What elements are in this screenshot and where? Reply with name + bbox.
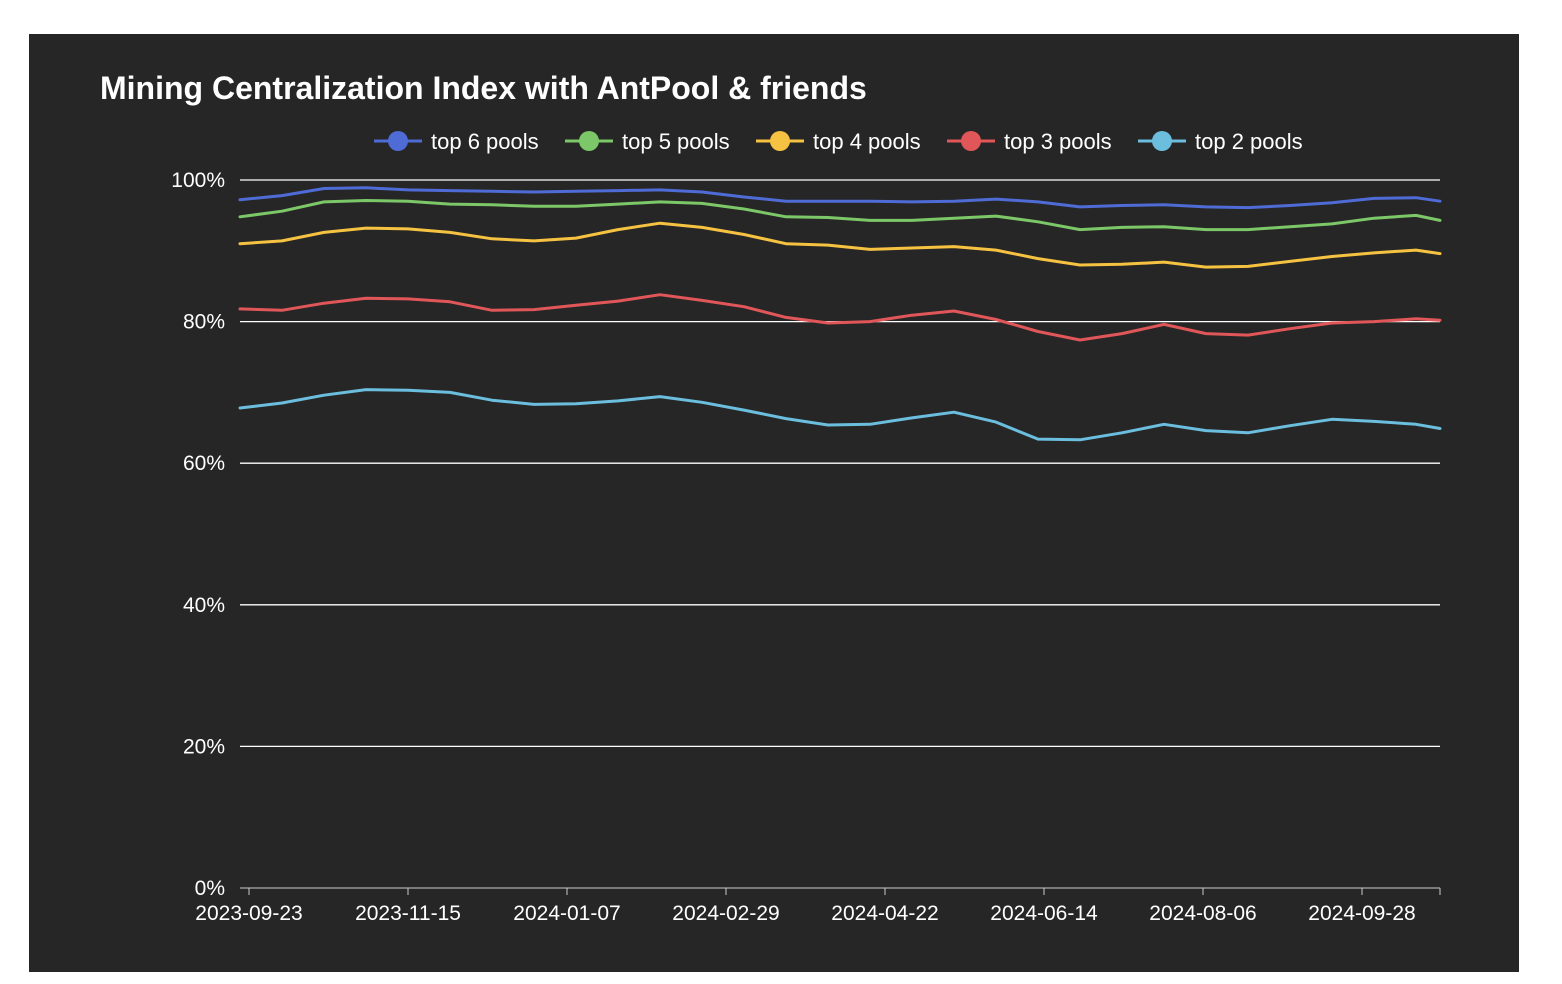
x-tick-label: 2024-08-06 [1149, 902, 1256, 925]
series-line-5 [238, 388, 1442, 442]
legend-item[interactable]: top 6 pools [374, 129, 539, 154]
series-line-3 [238, 221, 1442, 269]
chart-panel: Mining Centralization Index with AntPool… [29, 34, 1519, 972]
legend-marker [961, 131, 981, 151]
y-tick-label: 60% [183, 452, 225, 475]
x-tick-label: 2024-01-07 [513, 902, 620, 925]
y-tick-label: 80% [183, 311, 225, 334]
legend-item[interactable]: top 5 pools [565, 129, 730, 154]
y-tick-label: 40% [183, 594, 225, 617]
series-line-4 [238, 293, 1442, 342]
x-tick-label: 2023-09-23 [195, 902, 302, 925]
series-line-2 [238, 199, 1442, 232]
legend-label: top 6 pools [431, 129, 539, 154]
legend-item[interactable]: top 2 pools [1138, 129, 1303, 154]
series-lines [238, 186, 1442, 442]
legend-marker [1152, 131, 1172, 151]
legend-marker [579, 131, 599, 151]
series-line-1 [238, 186, 1442, 210]
y-tick-label: 100% [171, 169, 225, 192]
x-axis: 2023-09-23 2023-11-15 2024-01-07 2024-02-29… [195, 887, 1441, 925]
x-tick-label: 2023-11-15 [355, 902, 461, 925]
x-tick-label: 2024-02-29 [672, 902, 779, 925]
legend-label: top 4 pools [813, 129, 921, 154]
x-tick-label: 2024-09-28 [1308, 902, 1415, 925]
legend-label: top 5 pools [622, 129, 730, 154]
x-tick-label: 2024-04-22 [831, 902, 938, 925]
legend-label: top 2 pools [1195, 129, 1303, 154]
legend-label: top 3 pools [1004, 129, 1112, 154]
legend-marker [770, 131, 790, 151]
legend-marker [388, 131, 408, 151]
chart-title: Mining Centralization Index with AntPool… [100, 70, 867, 106]
legend-item[interactable]: top 3 pools [947, 129, 1112, 154]
y-tick-label: 0% [195, 877, 225, 900]
y-tick-label: 20% [183, 735, 225, 758]
line-chart: 0%20%40%60%80%100% 2023-09-23 2023-11-15 2… [171, 129, 1442, 925]
legend-item[interactable]: top 4 pools [756, 129, 921, 154]
legend[interactable]: top 6 pools top 5 pools top 4 pools top 3 p… [374, 129, 1303, 154]
gridlines: 0% 20% 40% 60% 80% 100% [171, 169, 1440, 900]
x-tick-label: 2024-06-14 [990, 902, 1098, 925]
